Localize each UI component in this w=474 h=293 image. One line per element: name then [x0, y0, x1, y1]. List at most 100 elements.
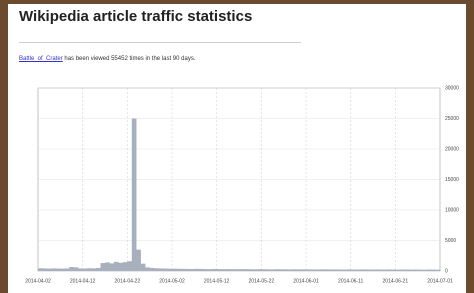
- bar: [78, 268, 83, 271]
- bar: [297, 269, 302, 271]
- bar: [87, 268, 92, 271]
- bar: [145, 267, 150, 271]
- bar: [373, 269, 378, 271]
- bar: [176, 269, 181, 271]
- bar: [404, 269, 409, 271]
- bar: [395, 270, 400, 271]
- x-tick-label: 2014-05-12: [204, 278, 230, 284]
- y-tick-label: 30000: [445, 85, 459, 91]
- bar: [409, 270, 414, 271]
- bar: [284, 269, 289, 271]
- bar: [109, 263, 114, 271]
- bar: [230, 269, 235, 271]
- bar: [252, 269, 257, 271]
- bar: [217, 269, 222, 271]
- y-tick-label: 5000: [445, 238, 456, 244]
- bar: [436, 270, 441, 271]
- bar: [159, 268, 164, 271]
- bar: [328, 269, 333, 271]
- bar: [431, 270, 436, 271]
- bar: [132, 119, 137, 272]
- bar: [239, 269, 244, 271]
- x-tick-label: 2014-06-01: [293, 278, 319, 284]
- x-tick-label: 2014-05-02: [159, 278, 185, 284]
- bar: [346, 269, 351, 271]
- bar: [190, 269, 195, 271]
- bar: [243, 269, 248, 271]
- bar: [364, 269, 369, 271]
- y-tick-label: 10000: [445, 207, 459, 213]
- bar: [172, 269, 177, 271]
- bar: [391, 270, 396, 271]
- bar: [123, 262, 128, 271]
- bar: [310, 269, 315, 271]
- bar: [203, 269, 208, 271]
- x-tick-label: 2014-05-22: [249, 278, 275, 284]
- bar: [333, 269, 338, 271]
- bar: [168, 269, 173, 271]
- bar: [47, 269, 52, 271]
- bar: [150, 268, 155, 271]
- bar: [163, 269, 168, 271]
- bar: [235, 269, 240, 271]
- bar: [355, 270, 360, 271]
- y-tick-label: 20000: [445, 146, 459, 152]
- x-tick-label: 2014-06-21: [383, 278, 409, 284]
- bar: [413, 270, 418, 271]
- y-tick-label: 0: [445, 268, 448, 274]
- bar: [65, 268, 70, 271]
- bar: [324, 269, 329, 271]
- bar: [279, 269, 284, 271]
- bar: [306, 269, 311, 271]
- bar: [386, 269, 391, 271]
- bar: [319, 269, 324, 271]
- bar: [74, 267, 79, 271]
- bar: [194, 269, 199, 271]
- y-tick-label: 25000: [445, 116, 459, 122]
- bar: [114, 262, 119, 271]
- bar: [105, 262, 110, 271]
- bar: [101, 263, 106, 271]
- bar: [69, 267, 74, 271]
- bar: [92, 268, 97, 271]
- bar: [212, 269, 217, 271]
- bar: [118, 263, 123, 271]
- bar: [248, 269, 253, 271]
- bar: [266, 269, 271, 271]
- chart: 0 5000 10000 15000 20000 25000 30000 2014-04-02…: [0, 0, 474, 293]
- bar: [315, 269, 320, 271]
- bar: [302, 269, 307, 271]
- bar: [342, 270, 347, 271]
- bar: [42, 268, 47, 271]
- bar: [377, 270, 382, 271]
- bar: [127, 261, 132, 271]
- bar: [382, 270, 387, 271]
- bar: [427, 270, 432, 271]
- bar: [136, 250, 141, 271]
- bar: [154, 268, 159, 271]
- page: Wikipedia article traffic statistics Bat…: [0, 0, 474, 293]
- bar: [369, 270, 374, 271]
- x-tick-label: 2014-04-12: [70, 278, 96, 284]
- x-tick-label: 2014-04-02: [25, 278, 51, 284]
- x-tick-label: 2014-07-01: [427, 278, 453, 284]
- y-tick-label: 15000: [445, 177, 459, 183]
- bar: [261, 269, 266, 271]
- bar: [400, 270, 405, 271]
- bar: [56, 268, 61, 271]
- bar: [83, 268, 88, 271]
- bar: [360, 269, 365, 271]
- bar: [293, 269, 298, 271]
- bar: [199, 269, 204, 271]
- bar: [257, 269, 262, 271]
- x-tick-label: 2014-04-22: [115, 278, 141, 284]
- bar: [51, 268, 56, 271]
- bar: [185, 269, 190, 271]
- bar: [422, 270, 427, 271]
- bar: [351, 269, 356, 271]
- bar: [418, 270, 423, 271]
- bar: [60, 269, 65, 271]
- bar: [141, 264, 146, 271]
- bar: [181, 269, 186, 271]
- bar: [38, 268, 43, 271]
